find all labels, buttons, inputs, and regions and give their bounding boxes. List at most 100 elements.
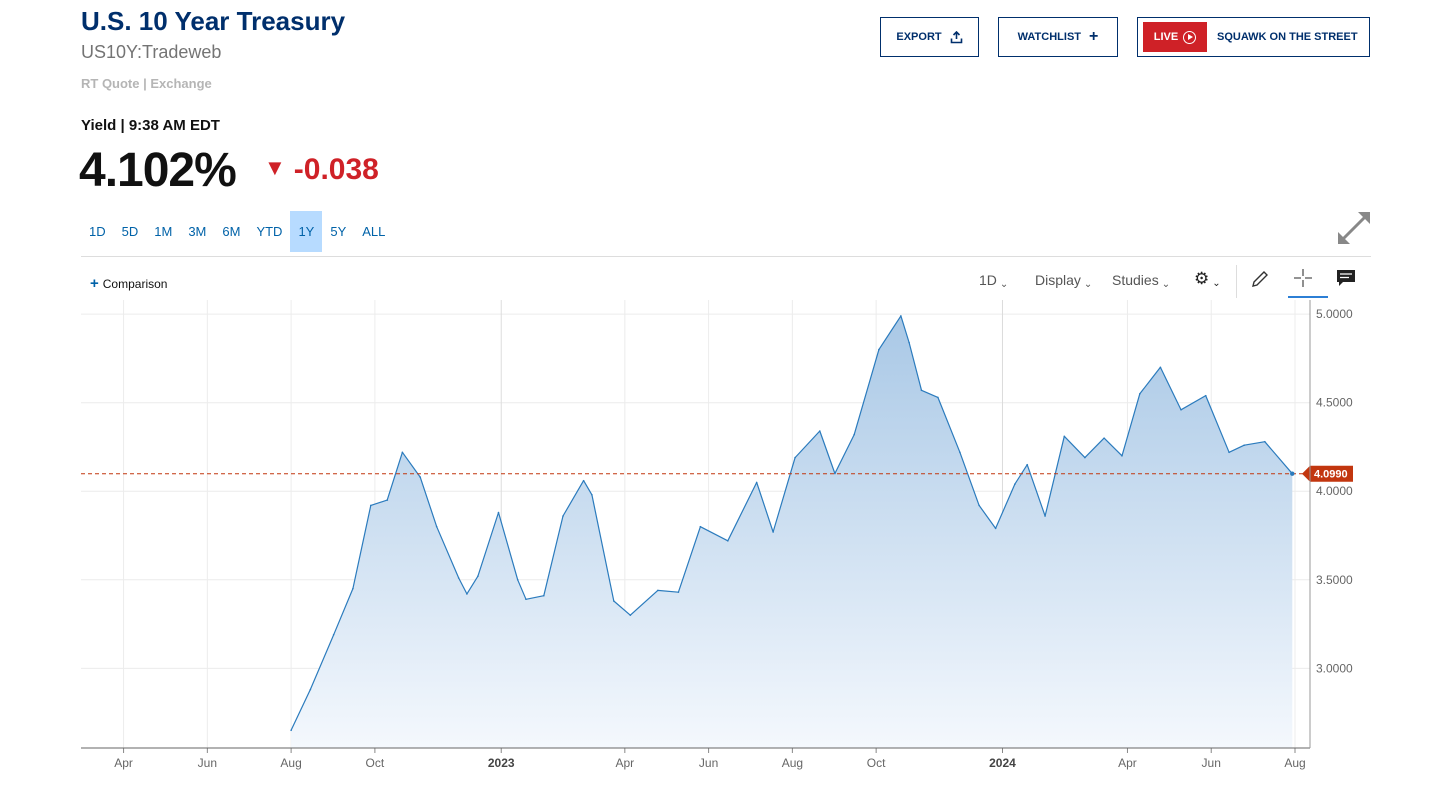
live-label: LIVE — [1153, 31, 1179, 43]
x-tick-label: Aug — [782, 756, 803, 770]
data-point — [1014, 483, 1016, 485]
data-point — [401, 451, 404, 454]
live-stream-button[interactable]: LIVE SQUAWK ON THE STREET — [1137, 17, 1370, 57]
range-1d[interactable]: 1D — [89, 224, 106, 239]
data-point — [613, 600, 615, 602]
export-label: EXPORT — [896, 31, 942, 43]
data-point — [994, 527, 997, 530]
x-tick-label: Jun — [1202, 756, 1221, 770]
x-tick-label: Apr — [1118, 756, 1137, 770]
data-point — [591, 493, 593, 496]
export-icon — [950, 30, 962, 43]
data-point — [290, 729, 292, 732]
x-tick-label: Jun — [198, 756, 217, 770]
expand-icon[interactable] — [1336, 210, 1372, 246]
range-1m[interactable]: 1M — [154, 224, 173, 239]
data-point — [677, 591, 680, 593]
display-dropdown[interactable]: Display ⌄ — [1035, 272, 1093, 290]
crosshair-icon[interactable] — [1293, 268, 1313, 288]
x-tick-label: Apr — [615, 756, 634, 770]
chevron-down-icon: ⌄ — [1083, 279, 1093, 290]
data-point — [1139, 393, 1141, 395]
data-point — [419, 476, 422, 478]
y-tick-label: 4.0000 — [1316, 484, 1353, 498]
comparison-button[interactable]: + Comparison — [90, 275, 167, 292]
data-point — [435, 525, 438, 528]
gear-icon: ⚙ — [1194, 269, 1210, 288]
plus-icon: + — [90, 275, 99, 292]
data-point — [516, 578, 519, 581]
data-point — [755, 481, 758, 484]
data-point — [543, 594, 545, 597]
x-tick-label: Oct — [366, 756, 385, 770]
data-point — [582, 479, 585, 482]
x-tick-label: Aug — [280, 756, 301, 770]
data-point — [959, 451, 961, 454]
yield-line[interactable] — [290, 315, 1293, 731]
range-5d[interactable]: 5D — [121, 224, 139, 239]
time-range-selector: 1D 5D 1M 3M 6M YTD 1Y 5Y ALL — [81, 211, 393, 252]
price-change: ▼ -0.038 — [264, 153, 379, 187]
yield-area-fill — [291, 315, 1293, 748]
x-tick-label: Jun — [699, 756, 718, 770]
y-tick-label: 3.0000 — [1316, 661, 1353, 675]
data-point — [1243, 444, 1245, 447]
data-point — [1159, 366, 1162, 369]
data-point — [1204, 394, 1207, 397]
data-point — [525, 598, 527, 601]
down-arrow-icon: ▼ — [264, 155, 286, 180]
x-tick-label: 2024 — [989, 756, 1016, 770]
settings-dropdown[interactable]: ⚙ ⌄ — [1194, 269, 1221, 289]
studies-label: Studies — [1112, 272, 1159, 288]
data-point — [309, 688, 312, 691]
interval-dropdown[interactable]: 1D ⌄ — [979, 272, 1009, 290]
chevron-down-icon: ⌄ — [1212, 278, 1221, 289]
data-point — [1063, 435, 1066, 438]
price-change-value: -0.038 — [293, 153, 379, 186]
chevron-down-icon: ⌄ — [999, 279, 1009, 290]
data-point — [794, 456, 796, 459]
data-point — [900, 315, 902, 317]
data-point — [772, 531, 774, 533]
data-point — [1228, 451, 1230, 454]
range-5y[interactable]: 5Y — [330, 224, 347, 239]
studies-dropdown[interactable]: Studies ⌄ — [1112, 272, 1170, 290]
data-point — [477, 575, 479, 578]
data-point — [332, 633, 335, 636]
data-point — [1121, 455, 1123, 457]
data-point — [727, 540, 729, 542]
range-ytd[interactable]: YTD — [256, 224, 283, 239]
data-point — [834, 472, 836, 475]
pencil-icon[interactable] — [1250, 269, 1270, 289]
range-6m[interactable]: 6M — [222, 224, 241, 239]
y-tick-label: 5.0000 — [1316, 307, 1353, 321]
data-point — [1026, 463, 1029, 466]
interval-label: 1D — [979, 272, 997, 288]
data-point — [497, 511, 500, 514]
current-value-badge — [1302, 465, 1353, 482]
data-point — [1263, 440, 1266, 443]
crosshair-active-indicator — [1288, 296, 1328, 298]
range-all[interactable]: ALL — [362, 224, 386, 239]
toolbar-separator — [1236, 265, 1237, 298]
data-point — [352, 587, 354, 590]
data-point — [908, 341, 910, 344]
watchlist-button[interactable]: WATCHLIST + — [998, 17, 1118, 57]
export-button[interactable]: EXPORT — [880, 17, 979, 57]
x-tick-label: Aug — [1284, 756, 1305, 770]
data-point — [656, 589, 659, 592]
last-price: 4.102% — [79, 144, 237, 197]
range-3m[interactable]: 3M — [188, 224, 207, 239]
range-1y[interactable]: 1Y — [290, 211, 323, 252]
data-point — [1180, 408, 1182, 411]
comment-icon[interactable] — [1336, 269, 1356, 287]
live-show-name: SQUAWK ON THE STREET — [1217, 31, 1358, 43]
data-point — [878, 348, 880, 351]
x-tick-label: 2023 — [488, 756, 515, 770]
data-point — [819, 430, 821, 432]
chart-divider — [81, 256, 1371, 257]
page-title: U.S. 10 Year Treasury — [81, 6, 346, 36]
symbol-label: US10Y:Tradeweb — [81, 42, 222, 62]
x-tick-label: Apr — [114, 756, 133, 770]
